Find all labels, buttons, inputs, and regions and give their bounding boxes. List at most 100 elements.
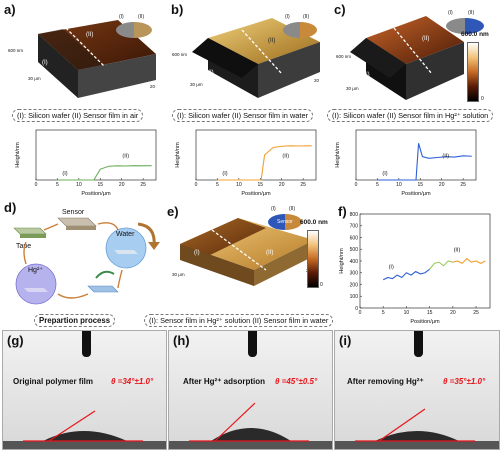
annotation-i: (I) (382, 171, 387, 177)
y-axis-label: Height/nm (175, 142, 181, 168)
afm-a-region-ii: (II) (86, 32, 93, 38)
contact-i-text: After removing Hg²⁺ (347, 377, 424, 386)
x-axis-label: Position/μm (410, 319, 440, 325)
legend-pill-e (268, 214, 302, 230)
annotation-i: (I) (222, 171, 227, 177)
contact-h-text: After Hg²⁺ adsorption (183, 377, 265, 386)
caption-b-i: (I): Silicon wafer (177, 111, 230, 120)
x-tick-label: 5 (216, 182, 219, 188)
legend-b-i: (I) (285, 14, 290, 20)
panel-label-e: e) (167, 204, 179, 219)
y-axis-label: Height/nm (339, 248, 345, 274)
y-tick-label: 700 (350, 224, 359, 230)
annotation-i: (I) (62, 171, 67, 177)
afm-c-region-ii: (II) (422, 36, 429, 42)
series-line-0 (382, 268, 430, 281)
legend-pill-c (446, 18, 484, 34)
annotation-i: (I) (389, 265, 394, 271)
x-tick-label: 10 (236, 182, 242, 188)
legend-pill-a (116, 22, 152, 38)
caption-c: (I): Silicon wafer (II) Sensor film in H… (327, 109, 494, 122)
afm-c-region-i: (I) (364, 72, 370, 78)
series-line-0 (57, 165, 152, 181)
caption-a-ii: (II) Sensor film in air (72, 111, 139, 120)
caption-e-i: (I): Sensor film in Hg²⁺ solution (149, 316, 251, 325)
x-tick-label: 20 (439, 182, 445, 188)
droplet-g (3, 410, 166, 449)
colorbar-c-max: 600.0 nm (461, 31, 489, 38)
height-profile-chart-a: 0 5 10 15 20 25 Position/μm Height/nm (I) (II) (15, 129, 157, 197)
x-tick-label: 10 (76, 182, 82, 188)
y-tick-label: 0 (355, 306, 358, 312)
x-tick-label: 0 (355, 182, 358, 188)
afm-e-region-ii: (II) (266, 250, 273, 256)
contact-h-angle: θ =45°±0.5° (275, 377, 318, 386)
height-colorbar-c (467, 42, 479, 102)
droplet-i (335, 408, 499, 449)
panel-label-g: (g) (7, 333, 24, 348)
afm-image-e: (I) (II) 30 μm 20 (172, 218, 314, 286)
afm-b-axis-y: 30 μm (190, 82, 203, 87)
legend-e-ii: (II) (289, 206, 296, 212)
y-tick-label: 600 (350, 235, 359, 241)
panel-label-i: (i) (339, 333, 352, 348)
caption-b: (I): Silicon wafer (II) Sensor film in w… (172, 109, 314, 122)
plot-frame (359, 213, 491, 309)
afm-a-axis-x: 20 (150, 84, 156, 89)
x-tick-label: 5 (56, 182, 59, 188)
x-tick-label: 25 (460, 182, 466, 188)
x-axis-label: Position/μm (241, 191, 271, 197)
legend-a-i: (I) (119, 14, 124, 20)
process-tape-label: Tape (16, 243, 31, 250)
contact-angle-photo-g: (g) Original polymer film θ =34°±1.0° (2, 330, 167, 450)
contact-g-angle: θ =34°±1.0° (111, 377, 154, 386)
contact-g-text: Original polymer film (13, 377, 94, 386)
x-tick-label: 0 (195, 182, 198, 188)
caption-e: (I): Sensor film in Hg²⁺ solution (II) S… (144, 314, 334, 327)
annotation-ii: (II) (282, 154, 289, 160)
needle-i (414, 331, 423, 357)
afm-a-region-i: (I) (42, 60, 48, 66)
x-tick-label: 15 (98, 182, 104, 188)
x-tick-label: 20 (119, 182, 125, 188)
x-tick-label: 25 (473, 310, 479, 316)
x-tick-label: 25 (140, 182, 146, 188)
caption-a: (I): Silicon wafer (II) Sensor film in a… (12, 109, 144, 122)
annotation-ii: (II) (122, 154, 129, 160)
panel-label-b: b) (171, 2, 184, 17)
x-axis-label: Position/μm (81, 191, 111, 197)
process-title: Prepartion process (34, 314, 116, 327)
height-colorbar-e (307, 230, 319, 288)
legend-a-ii: (II) (138, 14, 145, 20)
caption-c-i: (I): Silicon wafer (332, 111, 385, 120)
x-tick-label: 10 (404, 310, 410, 316)
afm-c-axis-z: 600 nm (336, 54, 351, 59)
afm-a-axis-z: 600 nm (8, 48, 23, 53)
height-profile-chart-c: 0 5 10 15 20 25 Position/μm Height/nm (I) (II) (335, 129, 477, 197)
droplet-h (169, 402, 332, 449)
series-line-1 (429, 260, 453, 270)
legend-c-i: (I) (448, 10, 453, 16)
afm-b-axis-x: 20 (314, 78, 320, 83)
afm-b-region-ii: (II) (268, 38, 275, 44)
annotation-ii: (II) (454, 248, 461, 254)
afm-image-b: (I) (II) 600 nm 30 μm 20 (172, 18, 320, 98)
x-axis-label: Position/μm (401, 191, 431, 197)
afm-c-axis-y: 30 μm (346, 86, 359, 91)
afm-b-axis-z: 600 nm (172, 52, 187, 57)
process-water-label: Water (116, 231, 135, 238)
colorbar-c-zero: 0 (481, 96, 484, 102)
afm-image-c: (I) (II) 600 nm 30 μm (336, 16, 464, 100)
x-tick-label: 10 (396, 182, 402, 188)
plot-frame (195, 129, 317, 181)
afm-e-axis-y: 30 μm (172, 272, 185, 277)
x-tick-label: 0 (35, 182, 38, 188)
x-tick-label: 15 (258, 182, 264, 188)
caption-b-ii: (II) Sensor film in water (232, 111, 309, 120)
caption-e-ii: (II) Sensor film in water (252, 316, 329, 325)
panel-label-f: f) (338, 204, 347, 219)
contact-angle-photo-h: (h) After Hg²⁺ adsorption θ =45°±0.5° (168, 330, 333, 450)
annotation-ii: (II) (442, 154, 449, 160)
panel-label-c: c) (334, 2, 346, 17)
x-tick-label: 20 (279, 182, 285, 188)
